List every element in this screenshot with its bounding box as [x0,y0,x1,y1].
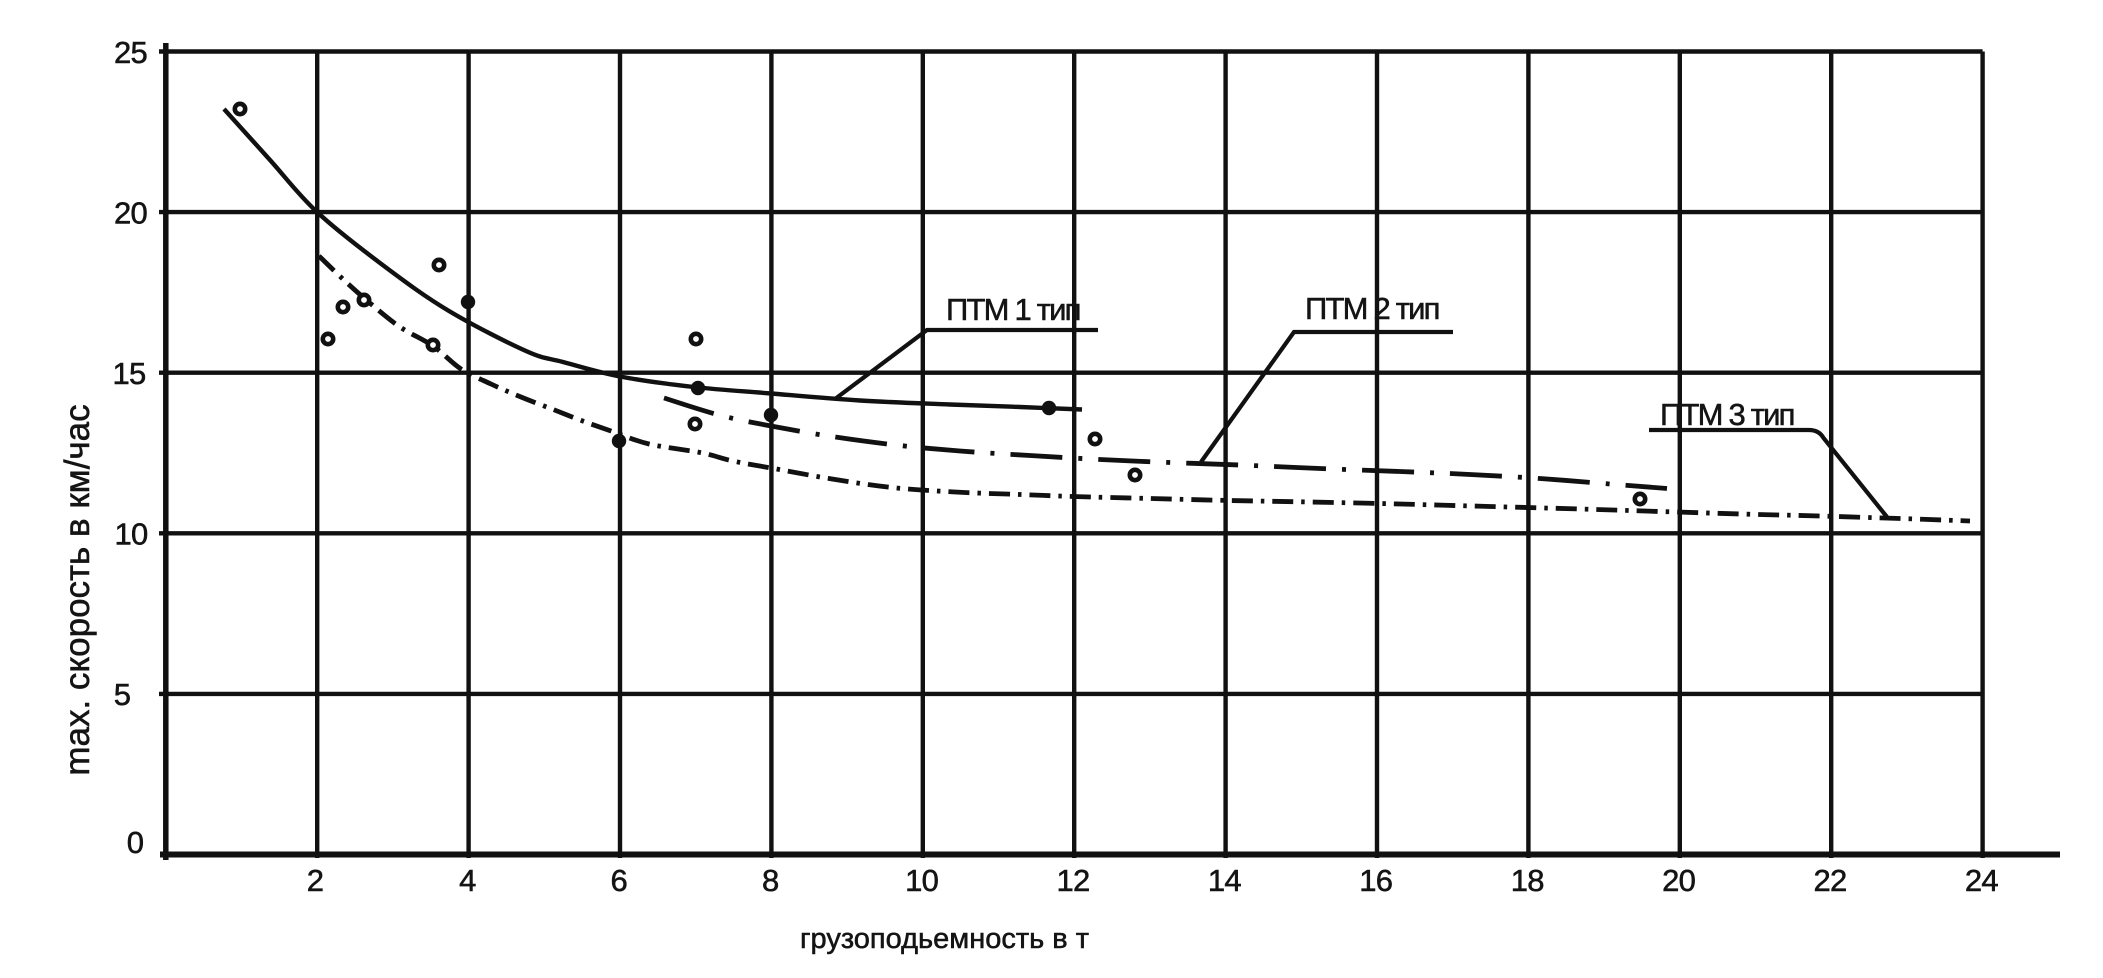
svg-text:ПТМ 3 тип: ПТМ 3 тип [1660,397,1794,432]
svg-text:20: 20 [114,195,147,230]
svg-text:10: 10 [905,863,938,898]
svg-text:грузоподьемность в т: грузоподьемность в т [800,923,1089,955]
svg-text:22: 22 [1814,863,1847,898]
svg-text:8: 8 [762,863,779,898]
svg-text:0: 0 [127,825,144,860]
svg-text:max. скорость в км/час: max. скорость в км/час [58,404,97,775]
svg-text:16: 16 [1359,863,1392,898]
svg-text:2: 2 [307,863,324,898]
svg-text:18: 18 [1511,863,1544,898]
svg-text:ПТМ 2 тип: ПТМ 2 тип [1305,291,1439,326]
svg-text:10: 10 [115,517,148,552]
svg-text:6: 6 [611,863,628,898]
svg-text:5: 5 [114,677,131,712]
svg-text:ПТМ 1 тип: ПТМ 1 тип [946,292,1080,327]
svg-text:20: 20 [1662,863,1695,898]
svg-text:4: 4 [459,863,476,898]
svg-text:14: 14 [1208,863,1241,898]
svg-text:24: 24 [1965,863,1998,898]
svg-text:12: 12 [1057,863,1090,898]
svg-text:25: 25 [114,35,147,70]
svg-text:15: 15 [113,356,146,391]
